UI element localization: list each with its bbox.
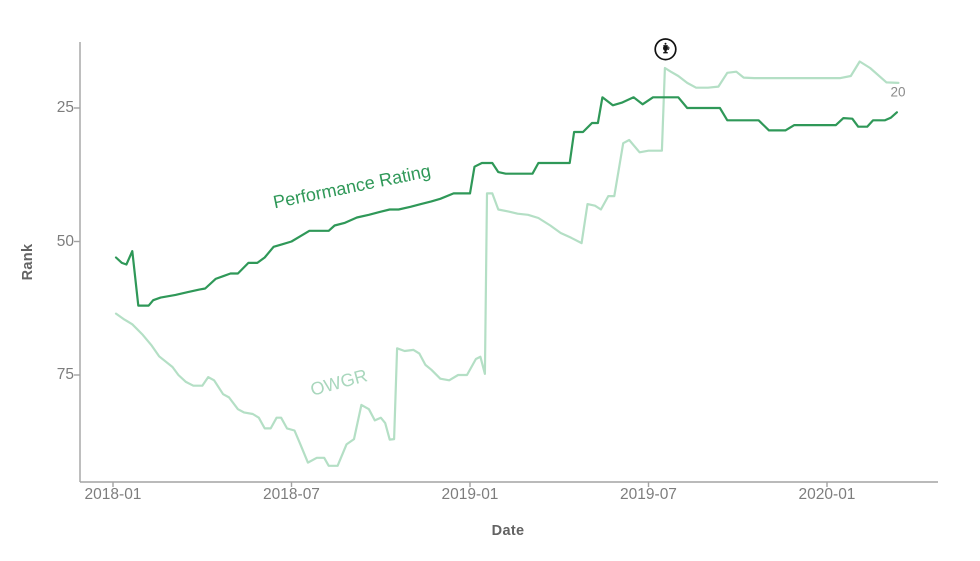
series-layer xyxy=(114,60,900,467)
x-axis-tick-label: 2018-07 xyxy=(263,486,320,503)
y-axis-title: Rank xyxy=(20,243,36,281)
x-axis-tick-label: 2019-07 xyxy=(620,486,677,503)
axis-ticks xyxy=(74,107,828,487)
y-axis-tick-label: 25 xyxy=(56,99,74,116)
x-axis-title: Date xyxy=(491,523,525,539)
performance-rating-line xyxy=(114,96,899,307)
x-axis-tick-label: 2020-01 xyxy=(798,486,856,503)
y-axis-tick-label: 50 xyxy=(56,232,74,250)
owgr-line xyxy=(114,60,900,467)
owgr-end-value-label: 20 xyxy=(890,84,906,100)
open-championship-claret-jug-icon xyxy=(654,38,677,61)
x-axis-tick-label: 2018-01 xyxy=(84,486,142,503)
y-axis-tick-label: 75 xyxy=(56,366,74,383)
x-axis-tick-label: 2019-01 xyxy=(441,486,499,503)
